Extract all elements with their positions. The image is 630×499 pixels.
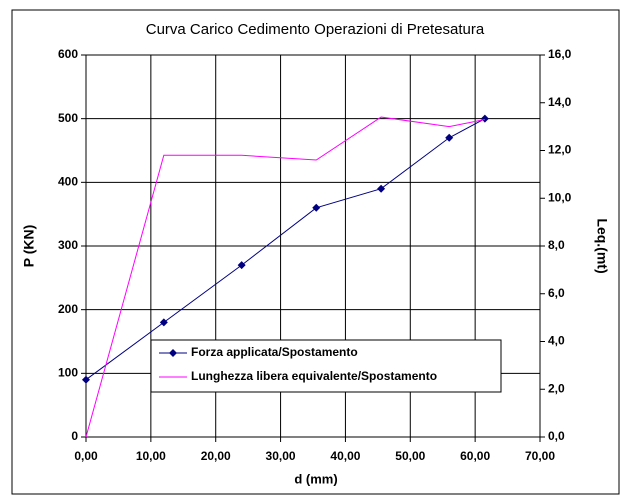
x-tick-label: 10,00: [136, 449, 166, 463]
y2-axis-label: Leq.(mt): [594, 218, 610, 273]
legend-label: Lunghezza libera equivalente/Spostamento: [191, 369, 437, 383]
legend-box: [150, 339, 502, 393]
legend-label: Forza applicata/Spostamento: [191, 345, 358, 359]
y-tick-label: 600: [58, 47, 78, 61]
y-tick-label: 500: [58, 111, 78, 125]
data-point: [159, 318, 168, 327]
y-tick-label: 400: [58, 175, 78, 189]
x-tick-label: 60,00: [460, 449, 490, 463]
data-point: [237, 261, 246, 270]
y-tick-label: 0: [71, 429, 78, 443]
y2-tick-label: 6,0: [548, 286, 565, 300]
x-tick-label: 30,00: [266, 449, 296, 463]
data-point: [480, 114, 489, 123]
y-tick-label: 300: [58, 238, 78, 252]
y2-tick-label: 10,0: [548, 190, 572, 204]
y2-tick-label: 8,0: [548, 238, 565, 252]
x-tick-label: 50,00: [395, 449, 425, 463]
y2-tick-label: 2,0: [548, 381, 565, 395]
y-axis-label: P (KN): [21, 225, 37, 268]
chart-frame: [11, 9, 620, 495]
x-tick-label: 20,00: [201, 449, 231, 463]
y2-tick-label: 0,0: [548, 429, 565, 443]
y2-tick-label: 14,0: [548, 95, 572, 109]
series-line: [85, 116, 485, 438]
y2-tick-label: 4,0: [548, 334, 565, 348]
data-point: [445, 133, 454, 142]
y2-tick-label: 16,0: [548, 47, 572, 61]
data-point: [312, 203, 321, 212]
data-point: [82, 375, 90, 384]
data-point: [377, 184, 386, 193]
x-axis-label: d (mm): [294, 471, 337, 486]
x-tick-label: 70,00: [525, 449, 555, 463]
y-tick-label: 200: [58, 302, 78, 316]
chart-title: Curva Carico Cedimento Operazioni di Pre…: [146, 21, 485, 38]
legend-marker: [169, 349, 177, 357]
x-tick-label: 0,00: [74, 449, 98, 463]
plot-border: [85, 54, 541, 438]
y-tick-label: 100: [58, 366, 78, 380]
x-tick-label: 40,00: [330, 449, 360, 463]
y2-tick-label: 12,0: [548, 143, 572, 157]
